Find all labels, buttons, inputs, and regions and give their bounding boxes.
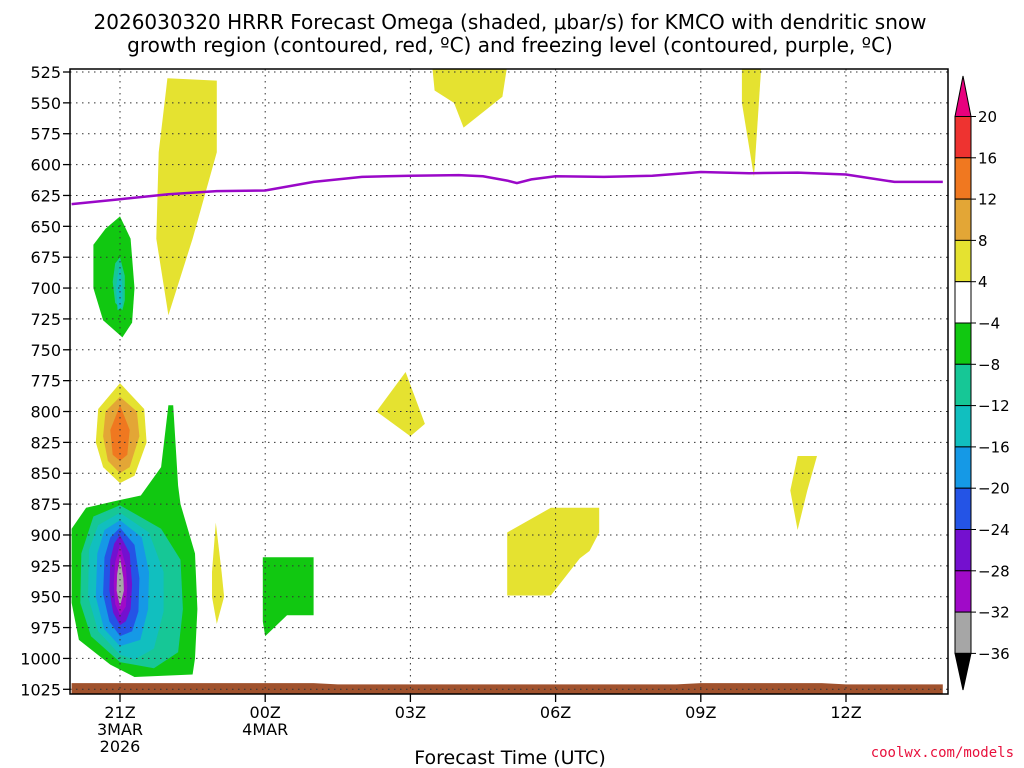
x-tick-label: 21Z bbox=[104, 703, 135, 722]
colorbar-swatch bbox=[954, 487, 972, 531]
y-tick-label: 1025 bbox=[20, 680, 61, 699]
x-axis-label: Forecast Time (UTC) bbox=[414, 747, 605, 768]
colorbar-label: 12 bbox=[978, 191, 997, 209]
omega-region-0 bbox=[156, 78, 217, 316]
x-tick-label: 12Z bbox=[830, 703, 861, 722]
colorbar-label: −32 bbox=[978, 604, 1010, 622]
chart-title-line-2: growth region (contoured, red, ºC) and f… bbox=[127, 33, 893, 57]
y-tick-label: 700 bbox=[30, 279, 61, 298]
colorbar-label: −28 bbox=[978, 562, 1010, 580]
omega-region-14 bbox=[262, 557, 314, 637]
colorbar-label: −20 bbox=[978, 480, 1010, 498]
colorbar-label: −16 bbox=[978, 438, 1010, 456]
colorbar: 20 16 12 8 4 −4 −8 −12 −16 −20 −24 −28 −32 −36 bbox=[954, 75, 1010, 691]
freezing-level-line bbox=[71, 170, 943, 206]
colorbar-label: −12 bbox=[978, 397, 1010, 415]
colorbar-swatch bbox=[954, 198, 972, 241]
grid-lines bbox=[70, 69, 948, 694]
colorbar-swatch bbox=[954, 611, 972, 654]
omega-region-9 bbox=[110, 405, 130, 461]
colorbar-label: 8 bbox=[978, 232, 988, 250]
colorbar-label: 4 bbox=[978, 273, 988, 291]
y-tick-label: 675 bbox=[30, 248, 61, 267]
y-tick-label: 625 bbox=[30, 186, 61, 205]
chart-title-line-1: 2026030320 HRRR Forecast Omega (shaded, … bbox=[94, 10, 927, 34]
freezing-level-layer bbox=[71, 170, 943, 206]
omega-region-6 bbox=[212, 522, 225, 624]
colorbar-swatch bbox=[954, 239, 972, 283]
y-tick-label: 925 bbox=[30, 557, 61, 576]
colorbar-label: −36 bbox=[978, 645, 1010, 663]
y-tick-label: 900 bbox=[30, 526, 61, 545]
x-tick-label: 00Z bbox=[250, 703, 281, 722]
ground-terrain bbox=[71, 683, 943, 694]
colorbar-top-arrow bbox=[954, 75, 972, 117]
y-tick-label: 550 bbox=[30, 94, 61, 113]
y-tick-label: 750 bbox=[30, 341, 61, 360]
y-tick-label: 800 bbox=[30, 403, 61, 422]
y-tick-label: 525 bbox=[30, 63, 61, 82]
y-tick-label: 825 bbox=[30, 433, 61, 452]
colorbar-label: −24 bbox=[978, 521, 1010, 539]
colorbar-swatch bbox=[954, 446, 972, 489]
omega-region-2 bbox=[741, 69, 762, 177]
omega-region-4 bbox=[507, 507, 600, 596]
colorbar-swatch bbox=[954, 529, 972, 572]
colorbar-swatch bbox=[954, 570, 972, 613]
x-tick-label: 09Z bbox=[685, 703, 716, 722]
y-tick-label: 850 bbox=[30, 464, 61, 483]
colorbar-bottom-arrow bbox=[954, 652, 972, 691]
colorbar-swatch bbox=[954, 281, 972, 324]
terrain-layer bbox=[71, 683, 943, 694]
y-tick-label: 725 bbox=[30, 310, 61, 329]
x-tick-label: 06Z bbox=[540, 703, 571, 722]
omega-region-12 bbox=[116, 263, 123, 311]
credit-text[interactable]: coolwx.com/models bbox=[871, 745, 1014, 761]
colorbar-swatch bbox=[954, 157, 972, 200]
colorbar-swatch bbox=[954, 116, 972, 159]
colorbar-label: 20 bbox=[978, 108, 997, 126]
colorbar-label: −8 bbox=[978, 356, 1000, 374]
x-tick-label: 4MAR bbox=[242, 720, 288, 739]
omega-region-3 bbox=[376, 372, 425, 437]
y-tick-label: 600 bbox=[30, 156, 61, 175]
y-axis: 525 550 575 600 625 650 675 700 725 750 775 800 825 8… bbox=[20, 63, 70, 699]
colorbar-label: 16 bbox=[978, 149, 997, 167]
y-tick-label: 775 bbox=[30, 372, 61, 391]
colorbar-swatch bbox=[954, 363, 972, 407]
colorbar-swatch bbox=[954, 405, 972, 448]
y-tick-label: 650 bbox=[30, 217, 61, 236]
y-tick-label: 950 bbox=[30, 588, 61, 607]
y-tick-label: 975 bbox=[30, 619, 61, 638]
x-tick-label: 3MAR bbox=[97, 720, 143, 739]
omega-region-1 bbox=[432, 69, 507, 128]
x-tick-label: 03Z bbox=[395, 703, 426, 722]
colorbar-label: −4 bbox=[978, 315, 1000, 333]
x-tick-label: 2026 bbox=[100, 737, 141, 756]
y-tick-label: 575 bbox=[30, 125, 61, 144]
y-tick-label: 1000 bbox=[20, 649, 61, 668]
omega-region-5 bbox=[790, 456, 817, 530]
omega-shading-layer bbox=[71, 69, 817, 677]
omega-region-21 bbox=[116, 557, 124, 607]
y-tick-label: 875 bbox=[30, 495, 61, 514]
colorbar-swatch bbox=[954, 322, 972, 365]
plot-frame bbox=[69, 68, 949, 695]
